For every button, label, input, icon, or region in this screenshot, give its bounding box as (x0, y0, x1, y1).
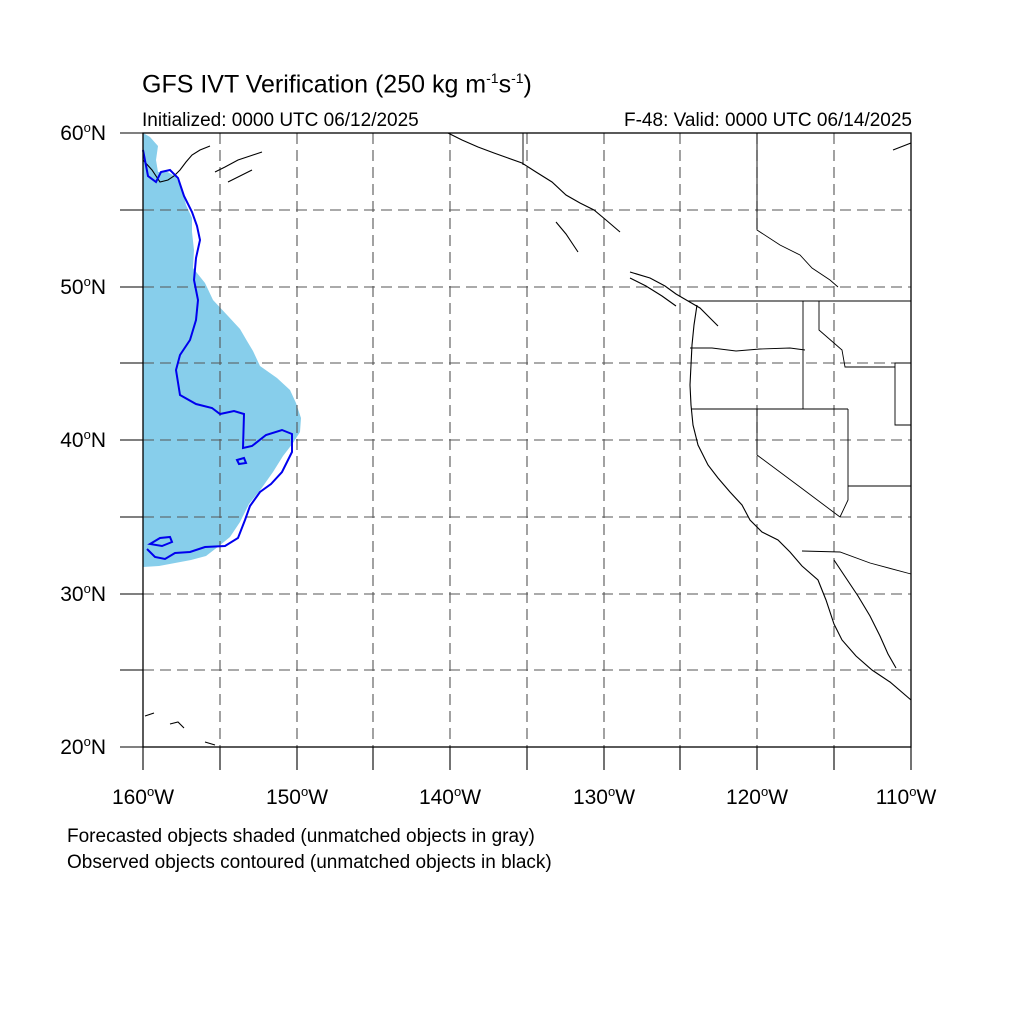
observed-ivt-contour (142, 149, 293, 561)
lat-label-60n: 60oN (60, 120, 106, 145)
legend-observed-note: Observed objects contoured (unmatched ob… (67, 852, 552, 873)
lon-label-130w: 130oW (572, 784, 636, 809)
grid-lines (143, 133, 911, 747)
lat-label-30n: 30oN (60, 581, 106, 606)
coastlines (142, 132, 912, 746)
lon-label-110w: 110oW (875, 784, 937, 809)
forecast-ivt-object (143, 133, 301, 567)
lon-label-160w: 160oW (111, 784, 175, 809)
axis-ticks (120, 132, 912, 770)
lon-label-140w: 140oW (418, 784, 482, 809)
lat-label-40n: 40oN (60, 427, 106, 452)
valid-time: F-48: Valid: 0000 UTC 06/14/2025 (624, 110, 912, 131)
plot-title: GFS IVT Verification (250 kg m-1s-1) (142, 70, 532, 99)
legend-forecast-note: Forecasted objects shaded (unmatched obj… (67, 826, 535, 847)
lat-label-20n: 20oN (60, 734, 106, 759)
lon-label-120w: 120oW (725, 784, 789, 809)
lon-label-150w: 150oW (265, 784, 329, 809)
lat-label-50n: 50oN (60, 274, 106, 299)
initialized-time: Initialized: 0000 UTC 06/12/2025 (142, 110, 419, 131)
political-borders (522, 133, 912, 575)
